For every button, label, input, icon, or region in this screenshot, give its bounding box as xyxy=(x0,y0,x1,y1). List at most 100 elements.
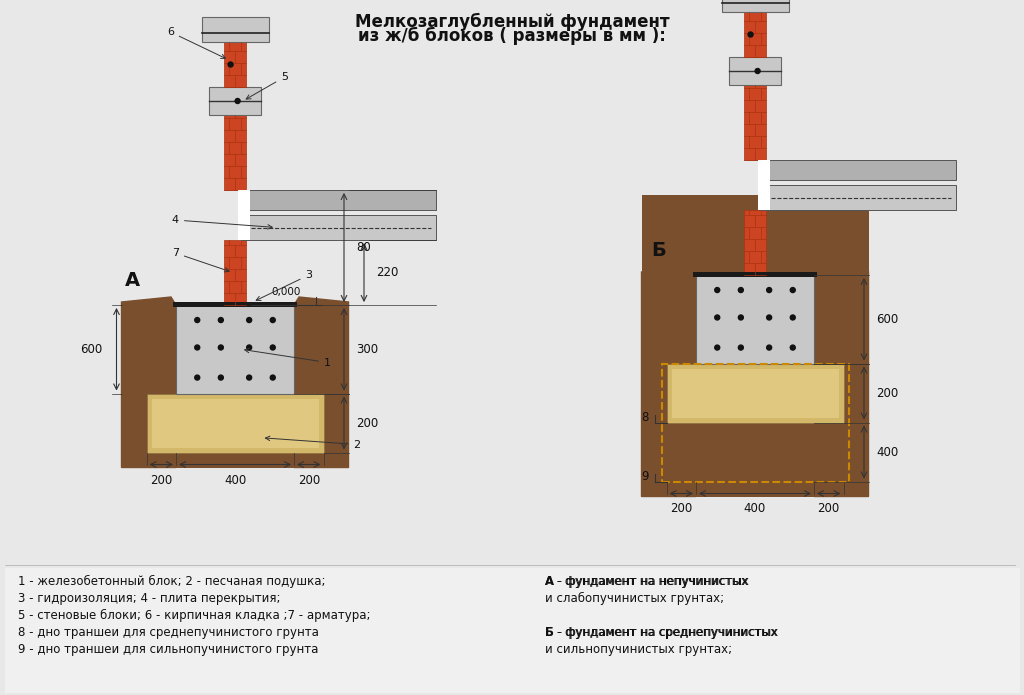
Circle shape xyxy=(755,69,760,74)
Circle shape xyxy=(218,345,223,350)
Text: из ж/б блоков ( размеры в мм ):: из ж/б блоков ( размеры в мм ): xyxy=(358,27,666,45)
Text: и слабопучинистых грунтах;: и слабопучинистых грунтах; xyxy=(545,592,724,605)
Text: 9: 9 xyxy=(641,470,648,483)
Text: 7: 7 xyxy=(172,248,229,272)
Text: 200: 200 xyxy=(356,416,378,430)
Text: 2: 2 xyxy=(265,436,360,450)
Bar xyxy=(662,363,849,482)
Circle shape xyxy=(738,345,743,350)
Text: 80: 80 xyxy=(356,241,371,254)
Text: 200: 200 xyxy=(670,502,692,516)
Circle shape xyxy=(738,315,743,320)
Text: 8 - дно траншеи для среднепучинистого грунта: 8 - дно траншеи для среднепучинистого гр… xyxy=(18,626,318,639)
Text: А: А xyxy=(545,575,554,588)
Bar xyxy=(152,398,318,448)
Text: 3 - гидроизоляция; 4 - плита перекрытия;: 3 - гидроизоляция; 4 - плита перекрытия; xyxy=(18,592,281,605)
Circle shape xyxy=(270,318,275,322)
Bar xyxy=(744,12,766,57)
Text: 1 - железобетонный блок; 2 - песчаная подушка;: 1 - железобетонный блок; 2 - песчаная по… xyxy=(18,575,326,588)
Bar xyxy=(641,195,868,496)
Circle shape xyxy=(715,288,720,293)
Circle shape xyxy=(218,318,223,322)
Bar xyxy=(241,190,436,210)
Circle shape xyxy=(749,32,753,37)
Bar xyxy=(241,215,436,240)
Text: 200: 200 xyxy=(817,502,840,516)
Circle shape xyxy=(218,375,223,380)
Text: 0,000: 0,000 xyxy=(271,287,301,297)
Text: 200: 200 xyxy=(151,473,172,486)
Text: 220: 220 xyxy=(376,266,398,279)
Text: 9 - дно траншеи для сильнопучинистого грунта: 9 - дно траншеи для сильнопучинистого гр… xyxy=(18,643,318,656)
Text: А: А xyxy=(125,270,139,290)
Text: 8: 8 xyxy=(641,411,648,424)
Bar xyxy=(667,363,844,423)
Circle shape xyxy=(247,345,252,350)
Circle shape xyxy=(247,375,252,380)
Bar xyxy=(238,190,250,240)
Bar xyxy=(696,275,814,363)
Text: 400: 400 xyxy=(224,473,246,486)
Bar xyxy=(744,85,766,160)
Bar xyxy=(202,17,269,42)
Circle shape xyxy=(247,318,252,322)
Circle shape xyxy=(791,288,796,293)
Bar xyxy=(729,57,781,85)
Text: 300: 300 xyxy=(356,343,378,356)
Circle shape xyxy=(767,288,772,293)
Bar xyxy=(146,393,324,452)
Circle shape xyxy=(228,62,233,67)
Bar xyxy=(761,185,956,210)
Bar xyxy=(176,305,294,393)
Text: 1: 1 xyxy=(245,348,331,368)
Circle shape xyxy=(715,345,720,350)
Circle shape xyxy=(767,345,772,350)
Text: и сильнопучинистых грунтах;: и сильнопучинистых грунтах; xyxy=(545,643,732,656)
Text: 200: 200 xyxy=(298,473,319,486)
Circle shape xyxy=(738,288,743,293)
Text: 6: 6 xyxy=(167,27,225,58)
Circle shape xyxy=(195,318,200,322)
Text: 4: 4 xyxy=(172,215,272,229)
Bar xyxy=(209,87,261,115)
Bar xyxy=(761,160,956,180)
Circle shape xyxy=(236,99,240,104)
Polygon shape xyxy=(814,267,868,496)
Bar xyxy=(224,42,246,87)
Text: 200: 200 xyxy=(876,386,898,400)
Bar xyxy=(224,240,246,305)
Polygon shape xyxy=(294,297,348,468)
Text: - фундамент на среднепучинистых: - фундамент на среднепучинистых xyxy=(554,626,778,639)
Bar xyxy=(758,160,770,210)
Text: 400: 400 xyxy=(876,445,898,459)
Text: Б - фундамент на среднепучинистых: Б - фундамент на среднепучинистых xyxy=(545,626,777,639)
Text: 600: 600 xyxy=(876,313,898,326)
Text: Б: Б xyxy=(651,240,667,259)
Circle shape xyxy=(791,315,796,320)
Bar xyxy=(693,272,817,277)
Bar xyxy=(722,0,790,12)
Circle shape xyxy=(195,345,200,350)
Text: 5 - стеновые блоки; 6 - кирпичная кладка ;7 - арматура;: 5 - стеновые блоки; 6 - кирпичная кладка… xyxy=(18,609,371,622)
Bar xyxy=(672,368,839,418)
Text: 3: 3 xyxy=(256,270,312,300)
Text: 600: 600 xyxy=(80,343,102,356)
Text: - фундамент на непучинистых: - фундамент на непучинистых xyxy=(554,575,749,588)
Circle shape xyxy=(195,375,200,380)
Text: Мелкозаглубленный фундамент: Мелкозаглубленный фундамент xyxy=(354,13,670,31)
Polygon shape xyxy=(641,267,696,496)
Polygon shape xyxy=(122,297,176,468)
Circle shape xyxy=(791,345,796,350)
Text: 5: 5 xyxy=(246,72,288,99)
Bar xyxy=(744,210,766,275)
Text: 400: 400 xyxy=(743,502,766,516)
Text: А - фундамент на непучинистых: А - фундамент на непучинистых xyxy=(545,575,748,588)
Circle shape xyxy=(767,315,772,320)
Circle shape xyxy=(270,345,275,350)
Bar xyxy=(122,305,348,468)
Bar xyxy=(5,568,1020,693)
Circle shape xyxy=(715,315,720,320)
Circle shape xyxy=(270,375,275,380)
Bar xyxy=(173,302,297,307)
Bar xyxy=(224,115,246,190)
